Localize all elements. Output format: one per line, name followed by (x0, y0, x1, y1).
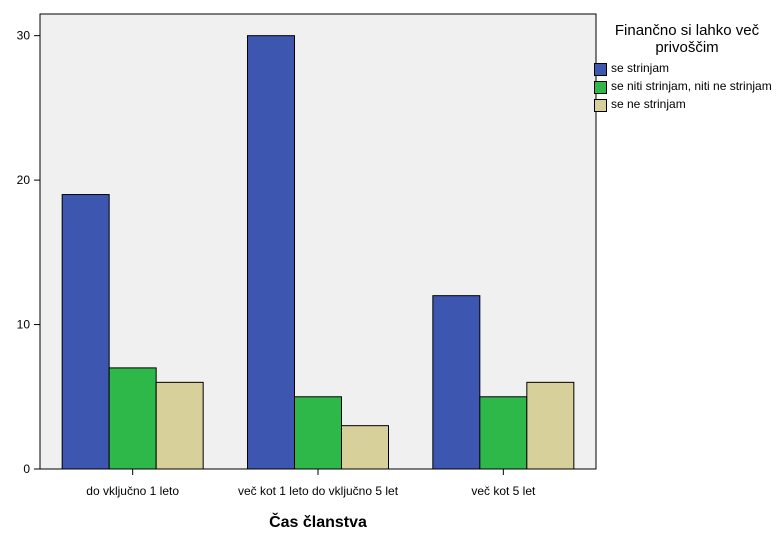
bar-1-3 (432, 295, 481, 470)
legend-item-se-niti: se niti strinjam, niti ne strinjam (594, 80, 780, 94)
legend-swatch-se-niti (594, 81, 607, 94)
bar-2-1 (108, 367, 157, 470)
bar-1-2 (247, 35, 295, 470)
legend-swatch-se-strinjam (594, 63, 607, 76)
legend-label: se strinjam (611, 61, 670, 75)
legend-item-se-strinjam: se strinjam (594, 62, 780, 76)
bar-3-3 (526, 381, 575, 470)
x-axis-ticks: do vključno 1 leto več kot 1 leto do vklj… (86, 469, 536, 498)
x-tick-label: več kot 5 let (471, 484, 536, 498)
bar-2-3 (479, 396, 528, 470)
y-tick-label: 30 (17, 29, 31, 43)
bar-2-2 (294, 396, 342, 470)
legend-label: se ne strinjam (611, 97, 686, 111)
y-axis-ticks: 0 10 20 30 (17, 29, 40, 476)
x-tick-label: do vključno 1 leto (86, 484, 179, 498)
bars-group (61, 35, 575, 470)
legend-label: se niti strinjam, niti ne strinjam (611, 79, 772, 93)
bar-3-2 (341, 425, 389, 470)
legend-title: Finančno si lahko več privoščim (614, 22, 760, 56)
y-tick-label: 20 (17, 173, 31, 187)
x-axis-title: Čas članstva (269, 514, 367, 531)
y-tick-label: 0 (23, 462, 30, 476)
legend: Finančno si lahko več privoščim se strin… (594, 22, 780, 116)
bar-1-1 (61, 194, 110, 470)
bar-3-1 (155, 381, 204, 470)
y-tick-label: 10 (17, 318, 31, 332)
legend-swatch-se-ne-strinjam (594, 99, 607, 112)
x-tick-label: več kot 1 leto do vključno 5 let (238, 484, 399, 498)
legend-item-se-ne-strinjam: se ne strinjam (594, 98, 780, 112)
